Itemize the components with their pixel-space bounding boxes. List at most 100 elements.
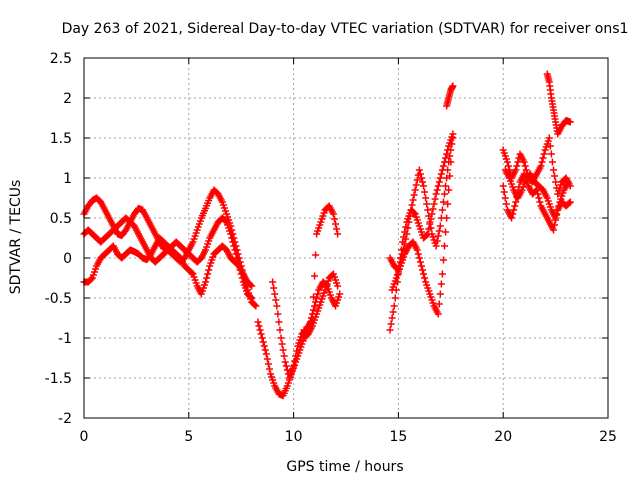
data-point xyxy=(291,357,299,365)
data-point xyxy=(260,342,268,350)
data-point xyxy=(434,182,442,190)
data-point xyxy=(513,162,521,170)
data-point xyxy=(434,232,442,240)
data-point xyxy=(313,294,321,302)
data-point xyxy=(445,186,453,194)
data-point xyxy=(429,205,437,213)
data-point xyxy=(432,242,440,250)
data-point xyxy=(433,186,441,194)
data-point xyxy=(413,246,421,254)
x-tick-label: 15 xyxy=(389,429,407,445)
data-point xyxy=(386,326,394,334)
data-point xyxy=(229,238,237,246)
data-point xyxy=(509,210,517,218)
data-point xyxy=(413,176,421,184)
data-point xyxy=(511,202,519,210)
data-point xyxy=(391,294,399,302)
data-point xyxy=(548,158,556,166)
plot-frame xyxy=(83,57,609,419)
data-point xyxy=(552,214,560,222)
data-point xyxy=(421,274,429,282)
data-point xyxy=(566,118,574,126)
y-tick-label: 2 xyxy=(63,91,72,107)
data-point xyxy=(510,206,518,214)
data-point xyxy=(278,340,286,348)
data-point xyxy=(312,251,320,259)
data-point xyxy=(389,308,397,316)
data-point xyxy=(330,215,338,223)
data-point xyxy=(227,230,235,238)
data-point xyxy=(424,206,432,214)
data-point xyxy=(436,174,444,182)
data-point xyxy=(390,302,398,310)
data-point xyxy=(290,362,298,370)
data-point xyxy=(416,258,424,266)
x-tick-label: 10 xyxy=(285,429,303,445)
data-point xyxy=(256,326,264,334)
data-point xyxy=(447,158,455,166)
data-point xyxy=(434,310,442,318)
data-point xyxy=(551,221,559,229)
data-point xyxy=(503,158,511,166)
data-point xyxy=(437,280,445,288)
x-tick-label: 25 xyxy=(599,429,617,445)
data-point xyxy=(422,194,430,202)
data-point xyxy=(283,366,291,374)
x-tick-label: 20 xyxy=(494,429,512,445)
data-point xyxy=(417,262,425,270)
data-point xyxy=(334,230,342,238)
data-point xyxy=(512,166,520,174)
data-point xyxy=(205,266,213,274)
data-point xyxy=(275,318,283,326)
data-point xyxy=(443,214,451,222)
data-point xyxy=(411,186,419,194)
data-point xyxy=(420,182,428,190)
data-point xyxy=(539,154,547,162)
data-point xyxy=(504,162,512,170)
data-point xyxy=(419,178,427,186)
data-point xyxy=(449,134,457,142)
series-track-c xyxy=(80,234,256,298)
data-point xyxy=(257,330,265,338)
data-point xyxy=(277,334,285,342)
data-point xyxy=(311,302,319,310)
data-point xyxy=(438,270,446,278)
data-point xyxy=(202,278,210,286)
data-point xyxy=(329,210,337,218)
data-point xyxy=(545,134,553,142)
data-point xyxy=(415,254,423,262)
data-point xyxy=(538,158,546,166)
data-point xyxy=(312,298,320,306)
data-point xyxy=(432,190,440,198)
series-track-m xyxy=(501,166,572,222)
data-point xyxy=(333,225,341,233)
data-point xyxy=(265,365,273,373)
data-point xyxy=(417,174,425,182)
data-point xyxy=(419,266,427,274)
data-point xyxy=(405,218,413,226)
data-point xyxy=(435,227,443,235)
axis-ticks: 0 5 10 15 20 25 -2 -1.5 -1 -0.5 0 0.5 1 1.5 2 2.5 xyxy=(45,51,617,445)
data-point xyxy=(442,182,450,190)
grid xyxy=(84,58,608,418)
data-point xyxy=(251,301,259,309)
data-point xyxy=(258,334,266,342)
data-point xyxy=(449,82,457,90)
data-point xyxy=(436,222,444,230)
series-track-h xyxy=(386,134,457,274)
data-point xyxy=(514,158,522,166)
data-point xyxy=(203,274,211,282)
data-point xyxy=(550,226,558,234)
data-point xyxy=(269,278,277,286)
data-point xyxy=(441,190,449,198)
chart-title: Day 263 of 2021, Sidereal Day-to-day VTE… xyxy=(62,21,629,37)
data-point xyxy=(279,346,287,354)
data-point xyxy=(406,212,414,220)
data-point xyxy=(448,140,456,148)
data-point xyxy=(439,162,447,170)
data-point xyxy=(433,237,441,245)
data-point xyxy=(423,200,431,208)
data-point xyxy=(564,178,572,186)
data-point xyxy=(416,170,424,178)
data-point xyxy=(322,281,330,289)
